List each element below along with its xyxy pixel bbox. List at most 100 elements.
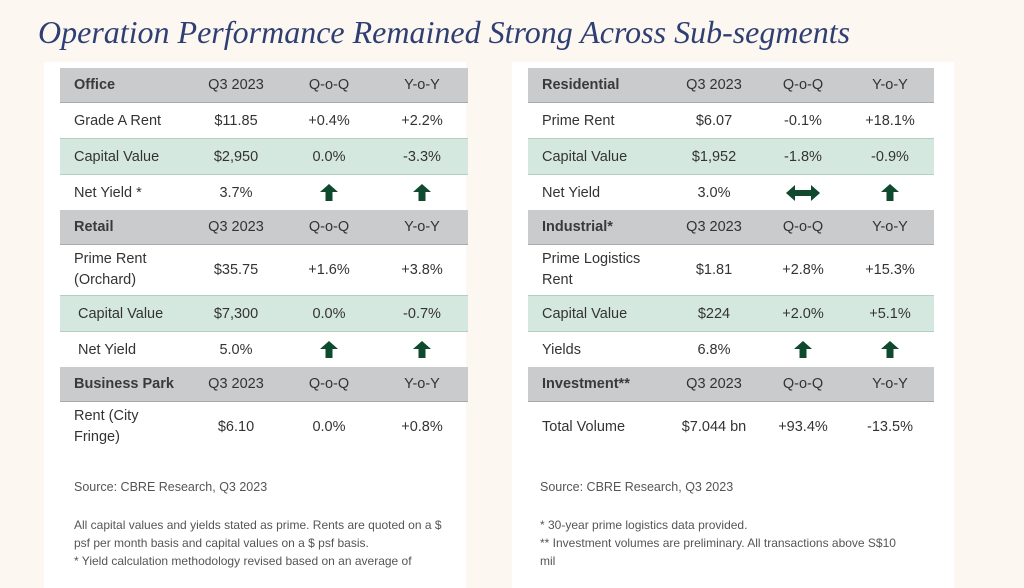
investment-header-qoq: Q-o-Q (760, 367, 846, 402)
industrial-header-label: Industrial* (528, 210, 668, 245)
office-header-label: Office (60, 68, 190, 103)
row-q3: $7.044 bn (681, 418, 747, 435)
residential-header-label: Residential (528, 68, 668, 103)
row-qoq (282, 332, 376, 368)
row-yoy: +2.2% (401, 112, 443, 129)
footnote-line: * 30-year prime logistics data provided. (540, 518, 748, 532)
retail-header-row: Retail Q3 2023 Q-o-Q Y-o-Y (60, 210, 468, 245)
footnotes: All capital values and yields stated as … (74, 516, 442, 570)
row-qoq: +2.0% (760, 295, 846, 332)
row-label: Grade A Rent (74, 112, 162, 129)
row-q3: $2,950 (190, 138, 282, 175)
row-q3: $11.85 (214, 112, 258, 129)
row-yoy (376, 175, 468, 211)
row-label-line1: Prime Rent (74, 251, 147, 267)
arrow-up-icon (881, 184, 899, 201)
business-park-header-q3: Q3 2023 (190, 367, 282, 402)
industrial-header-row: Industrial* Q3 2023 Q-o-Q Y-o-Y (528, 210, 934, 245)
row-label: Total Volume (542, 418, 626, 435)
residential-header-row: Residential Q3 2023 Q-o-Q Y-o-Y (528, 68, 934, 103)
row-q3: $1,952 (668, 138, 760, 175)
office-header-row: Office Q3 2023 Q-o-Q Y-o-Y (60, 68, 468, 103)
row-yoy: +18.1% (865, 112, 915, 129)
table-row: Capital Value $7,300 0.0% -0.7% (60, 295, 468, 332)
row-q3: $35.75 (213, 261, 259, 278)
table-row: Prime Rent $6.07 -0.1% +18.1% (528, 103, 934, 139)
row-qoq: -0.1% (784, 112, 822, 129)
office-header-yoy: Y-o-Y (376, 68, 468, 103)
table-row: Capital Value $2,950 0.0% -3.3% (60, 138, 468, 175)
row-label: Capital Value (60, 138, 190, 175)
table-row: Yields 6.8% (528, 332, 934, 368)
residential-header-q3: Q3 2023 (668, 68, 760, 103)
footnote-line: psf per month basis and capital values o… (74, 536, 369, 550)
industrial-header-q3: Q3 2023 (668, 210, 760, 245)
row-yoy: -0.7% (376, 295, 468, 332)
row-qoq: +2.8% (782, 261, 824, 278)
investment-header-yoy: Y-o-Y (846, 367, 934, 402)
investment-header-label: Investment** (528, 367, 668, 402)
row-q3: $6.07 (695, 112, 733, 129)
row-qoq: 0.0% (282, 295, 376, 332)
double-arrow-icon (786, 184, 820, 201)
row-yoy (846, 332, 934, 368)
footnote-line: All capital values and yields stated as … (74, 518, 442, 532)
row-q3: 6.8% (697, 341, 731, 358)
row-yoy: +0.8% (401, 418, 443, 435)
row-qoq: -1.8% (760, 138, 846, 175)
row-qoq: +0.4% (308, 112, 350, 129)
row-qoq: 0.0% (312, 418, 346, 435)
source-note: Source: CBRE Research, Q3 2023 (540, 480, 734, 494)
row-label-line1: Rent (City (74, 408, 139, 424)
arrow-up-icon (320, 184, 338, 201)
row-label: Prime Rent (542, 112, 615, 129)
page-title: Operation Performance Remained Strong Ac… (38, 14, 851, 50)
table-row: Capital Value $1,952 -1.8% -0.9% (528, 138, 934, 175)
right-panel: Residential Q3 2023 Q-o-Q Y-o-Y Prime Re… (512, 62, 954, 588)
row-yoy: +3.8% (401, 261, 443, 278)
row-yoy: -13.5% (867, 418, 913, 435)
investment-header-row: Investment** Q3 2023 Q-o-Q Y-o-Y (528, 367, 934, 402)
left-table: Office Q3 2023 Q-o-Q Y-o-Y Grade A Rent … (60, 68, 468, 452)
arrow-up-icon (320, 341, 338, 358)
arrow-up-icon (413, 341, 431, 358)
table-row: Prime Logistics Rent $1.81 +2.8% +15.3% (528, 245, 934, 296)
industrial-header-qoq: Q-o-Q (760, 210, 846, 245)
row-label-line1: Prime Logistics (542, 251, 641, 267)
row-q3: $1.81 (695, 261, 733, 278)
row-q3: $7,300 (190, 295, 282, 332)
office-header-q3: Q3 2023 (190, 68, 282, 103)
row-label-line2: Rent (542, 272, 573, 288)
footnote-line: mil (540, 554, 556, 568)
row-label-line2: Fringe) (74, 429, 120, 445)
table-row: Total Volume $7.044 bn +93.4% -13.5% (528, 402, 934, 453)
residential-header-yoy: Y-o-Y (846, 68, 934, 103)
row-q3: $6.10 (217, 418, 255, 435)
row-yoy (846, 175, 934, 211)
row-label: Net Yield (78, 341, 137, 358)
table-row: Rent (City Fringe) $6.10 0.0% +0.8% (60, 402, 468, 453)
row-qoq: +93.4% (778, 418, 828, 435)
retail-header-label: Retail (60, 210, 190, 245)
retail-header-qoq: Q-o-Q (282, 210, 376, 245)
investment-header-q3: Q3 2023 (668, 367, 760, 402)
row-label: Capital Value (528, 295, 668, 332)
business-park-header-row: Business Park Q3 2023 Q-o-Q Y-o-Y (60, 367, 468, 402)
office-header-qoq: Q-o-Q (282, 68, 376, 103)
row-label: Prime Rent (Orchard) (60, 245, 190, 296)
table-row: Net Yield * 3.7% (60, 175, 468, 211)
retail-header-q3: Q3 2023 (190, 210, 282, 245)
row-label: Yields (542, 341, 581, 358)
industrial-header-yoy: Y-o-Y (846, 210, 934, 245)
business-park-header-label: Business Park (60, 367, 190, 402)
table-row: Grade A Rent $11.85 +0.4% +2.2% (60, 103, 468, 139)
footnote-line: * Yield calculation methodology revised … (74, 554, 412, 568)
table-row: Net Yield 3.0% (528, 175, 934, 211)
residential-header-qoq: Q-o-Q (760, 68, 846, 103)
business-park-header-qoq: Q-o-Q (282, 367, 376, 402)
row-qoq: +1.6% (308, 261, 350, 278)
retail-header-yoy: Y-o-Y (376, 210, 468, 245)
row-q3: 5.0% (219, 341, 253, 358)
row-label: Net Yield (542, 184, 601, 201)
footnotes: * 30-year prime logistics data provided.… (540, 516, 896, 570)
